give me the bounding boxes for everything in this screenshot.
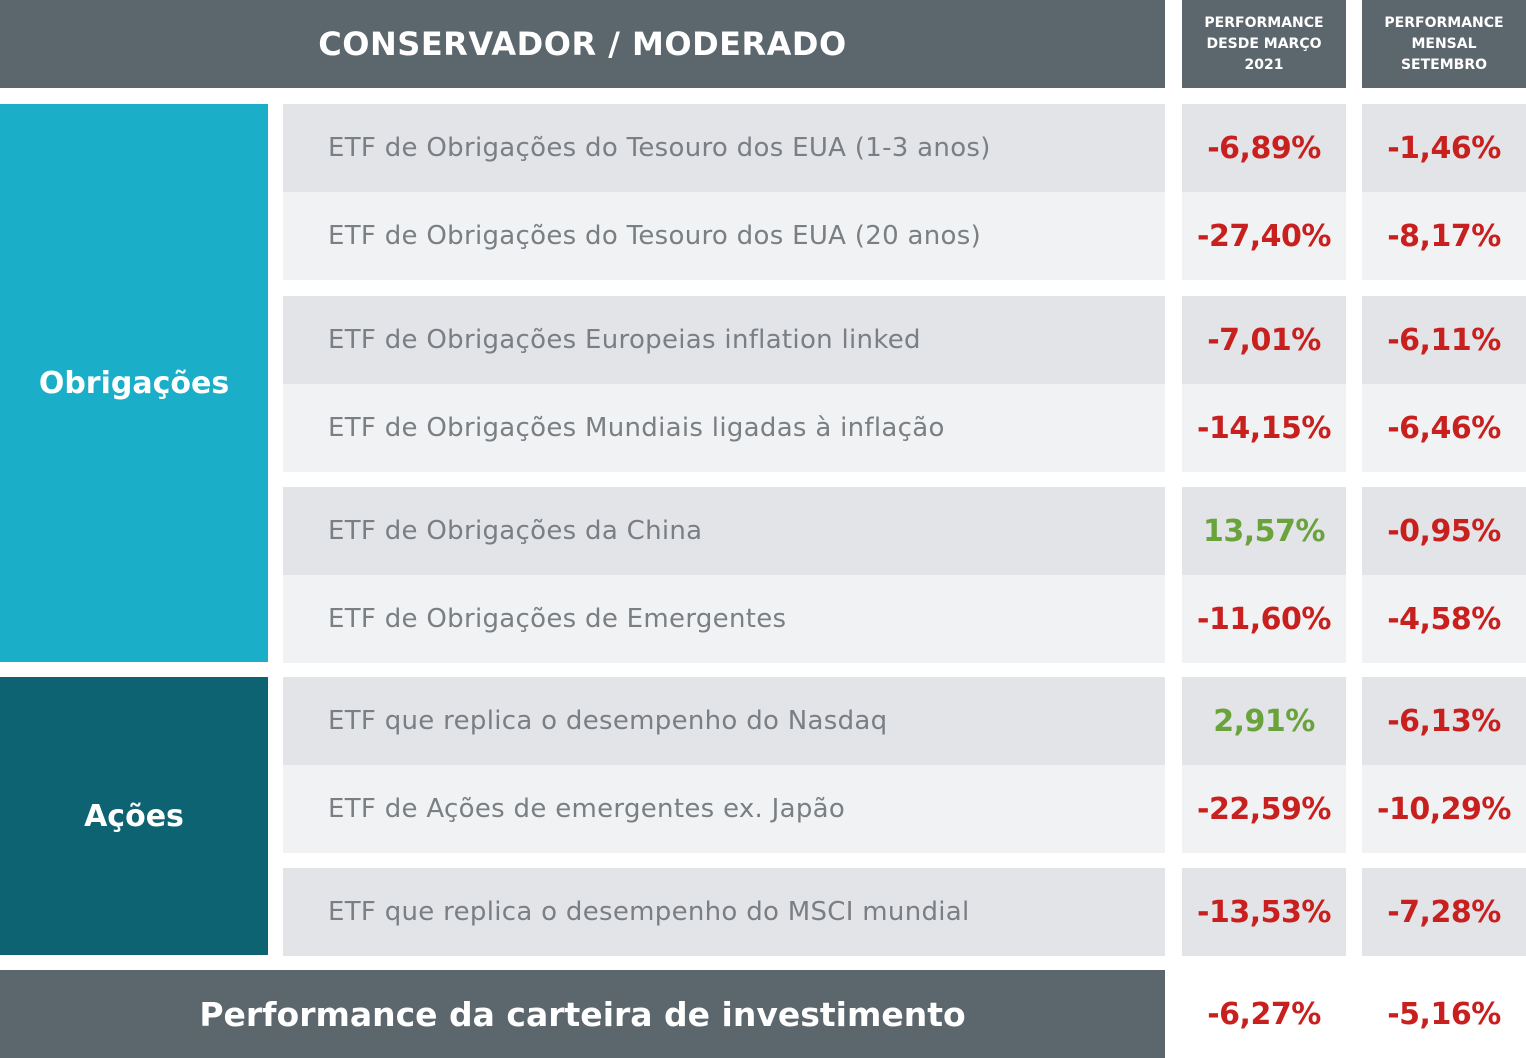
row-since-value: 13,57%	[1182, 487, 1346, 575]
row-name: ETF de Obrigações do Tesouro dos EUA (20…	[283, 192, 1165, 280]
row-monthly-value: -10,29%	[1362, 765, 1526, 853]
header-line: MENSAL	[1411, 35, 1477, 52]
category-obrigacoes: Obrigações	[0, 104, 268, 662]
row-monthly-value: -6,11%	[1362, 296, 1526, 384]
row-name: ETF de Obrigações Europeias inflation li…	[283, 296, 1165, 384]
row-since-value: -11,60%	[1182, 575, 1346, 663]
portfolio-since-value: -6,27%	[1207, 996, 1321, 1032]
row-monthly-value: -7,28%	[1362, 868, 1526, 956]
row-name: ETF de Obrigações da China	[283, 487, 1165, 575]
row-name: ETF de Ações de emergentes ex. Japão	[283, 765, 1165, 853]
portfolio-performance-label: Performance da carteira de investimento	[0, 970, 1165, 1058]
row-monthly-value: -4,58%	[1362, 575, 1526, 663]
header-line: PERFORMANCE	[1204, 14, 1324, 31]
row-name: ETF que replica o desempenho do Nasdaq	[283, 677, 1165, 765]
row-monthly-value: -6,46%	[1362, 384, 1526, 472]
table-title: CONSERVADOR / MODERADO	[0, 0, 1165, 88]
row-monthly-value: -0,95%	[1362, 487, 1526, 575]
column-header-monthly-september: PERFORMANCE MENSAL SETEMBRO	[1362, 0, 1526, 88]
row-since-value: -13,53%	[1182, 868, 1346, 956]
row-monthly-value: -6,13%	[1362, 677, 1526, 765]
row-since-value: -14,15%	[1182, 384, 1346, 472]
row-monthly-value: -1,46%	[1362, 104, 1526, 192]
row-since-value: 2,91%	[1182, 677, 1346, 765]
header-line: SETEMBRO	[1400, 56, 1488, 73]
header-line: DESDE MARÇO	[1206, 35, 1322, 52]
row-name: ETF que replica o desempenho do MSCI mun…	[283, 868, 1165, 956]
portfolio-monthly-value: -5,16%	[1387, 996, 1501, 1032]
header-line: 2021	[1244, 56, 1284, 73]
row-name: ETF de Obrigações de Emergentes	[283, 575, 1165, 663]
row-name: ETF de Obrigações Mundiais ligadas à inf…	[283, 384, 1165, 472]
row-since-value: -7,01%	[1182, 296, 1346, 384]
row-since-value: -22,59%	[1182, 765, 1346, 853]
header-line: PERFORMANCE	[1384, 14, 1504, 31]
row-since-value: -6,89%	[1182, 104, 1346, 192]
category-acoes: Ações	[0, 677, 268, 955]
row-name: ETF de Obrigações do Tesouro dos EUA (1-…	[283, 104, 1165, 192]
row-since-value: -27,40%	[1182, 192, 1346, 280]
row-monthly-value: -8,17%	[1362, 192, 1526, 280]
column-header-since-march-2021: PERFORMANCE DESDE MARÇO 2021	[1182, 0, 1346, 88]
